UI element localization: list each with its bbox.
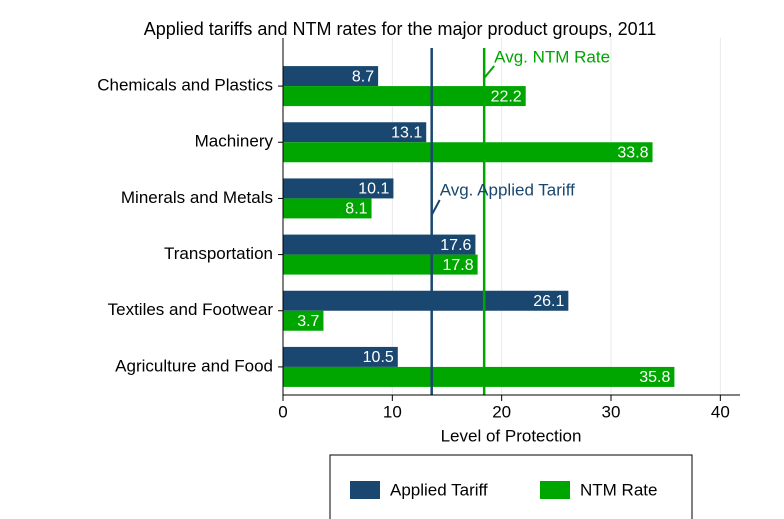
annotation: Avg. Applied Tariff (440, 180, 575, 199)
bar-value-label: 10.1 (358, 181, 389, 198)
annotation-pointer (430, 199, 441, 216)
y-tick-label: Machinery (195, 132, 274, 151)
bar (283, 310, 324, 331)
x-tick-label: 0 (278, 402, 287, 421)
y-tick-label: Transportation (164, 244, 273, 263)
bar (283, 122, 427, 143)
chart-title: Applied tariffs and NTM rates for the ma… (144, 19, 657, 39)
bar (283, 86, 526, 107)
bar (283, 234, 476, 255)
legend-swatch (540, 481, 570, 499)
bar (283, 66, 379, 87)
y-tick-label: Agriculture and Food (115, 356, 273, 375)
legend-label: Applied Tariff (390, 480, 488, 499)
bar-value-label: 8.7 (352, 68, 374, 85)
bar-value-label: 35.8 (639, 369, 670, 386)
bar-value-label: 17.8 (442, 257, 473, 274)
x-tick-label: 30 (602, 402, 621, 421)
bar (283, 254, 478, 275)
bar-value-label: 8.1 (345, 201, 367, 218)
bar (283, 198, 372, 219)
legend-label: NTM Rate (580, 480, 657, 499)
bar-value-label: 3.7 (297, 313, 319, 330)
x-tick-label: 40 (711, 402, 730, 421)
bar (283, 290, 569, 311)
bar-value-label: 10.5 (363, 349, 394, 366)
bar (283, 366, 675, 387)
bar (283, 142, 653, 163)
legend-box (329, 454, 693, 519)
annotation: Avg. NTM Rate (494, 47, 610, 66)
bar-value-label: 13.1 (391, 124, 422, 141)
bar (283, 178, 394, 199)
bar-value-label: 33.8 (617, 144, 648, 161)
x-tick-label: 10 (383, 402, 402, 421)
x-axis-label: Level of Protection (441, 426, 582, 445)
bar-value-label: 17.6 (440, 237, 471, 254)
annotation-pointer (483, 65, 495, 79)
bar (283, 346, 398, 367)
bar-value-label: 26.1 (533, 293, 564, 310)
legend-swatch (350, 481, 380, 499)
x-tick-label: 20 (492, 402, 511, 421)
y-tick-label: Chemicals and Plastics (97, 76, 273, 95)
y-tick-label: Minerals and Metals (121, 188, 273, 207)
y-tick-label: Textiles and Footwear (108, 300, 274, 319)
bar-value-label: 22.2 (491, 88, 522, 105)
